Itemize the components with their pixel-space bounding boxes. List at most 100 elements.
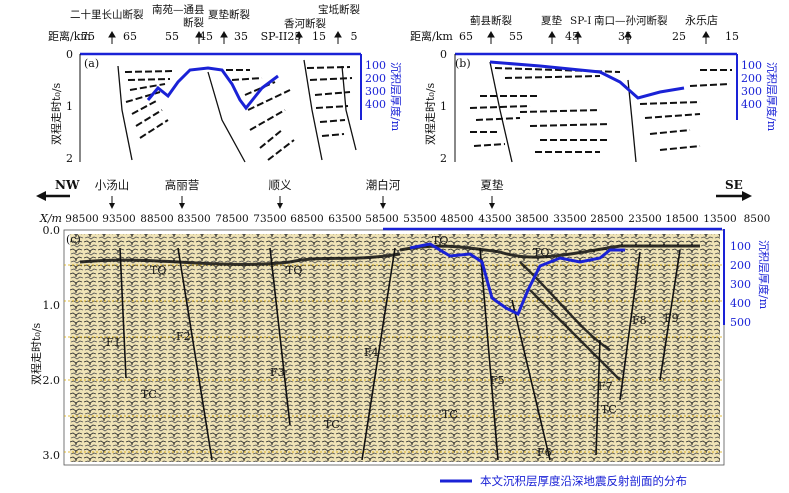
panel-a: 距离/km 75 65 55 45 35 SP-II25 15 5 二十里长山断… [48,3,403,165]
horizon-label: TQ [533,246,549,259]
panel-a-thickness-curve [146,66,279,111]
legend: 本文沉积层厚度沿深地震反射剖面的分布 [440,474,687,488]
fault-label: F4 [364,346,379,359]
panel-a-thick-tick: 300 [365,85,386,98]
fault-label: F2 [176,330,191,343]
fault-label: F3 [270,366,285,379]
panel-c: X/m 98500 93500 88500 83500 78500 73500 … [30,212,771,466]
panel-b-time-tick: 0 [440,48,447,61]
fault-name-label: 南口—孙河断裂 [594,14,668,27]
panel-c-time-tick: 1.0 [43,299,61,312]
panel-b-time-tick: 2 [440,152,447,165]
x-tick: 28500 [590,213,623,225]
panel-c-thick-tick: 300 [730,278,751,291]
panel-a-thick-tick: 100 [365,59,386,72]
x-tick: 53500 [403,213,436,225]
place-label: 顺义 [269,178,292,192]
fault-label: F9 [664,312,679,325]
panel-c-time-tick: 2.0 [43,374,61,387]
panel-a-time-tick: 2 [66,152,73,165]
fault-label: F6 [537,446,552,459]
place-label: 小汤山 [95,178,130,192]
panel-a-dist-tick: 35 [234,30,248,43]
panel-b-time-label: 双程走时t₀/s [424,82,437,145]
panel-a-dist-tick: 5 [351,30,358,43]
x-tick: 38500 [515,213,548,225]
fault-label: F1 [106,336,121,349]
panel-b: 距离/km 65 55 45 35 25 15 蓟县断裂 夏垫 SP-I 南口—… [410,13,779,165]
panel-a-dist-tick: 55 [165,30,179,43]
fault-name-label: 二十里长山断裂 [70,8,144,21]
fault-name-label: 夏垫断裂 [208,8,250,21]
legend-text: 本文沉积层厚度沿深地震反射剖面的分布 [480,474,687,488]
fault-name-label: 香河断裂 [284,17,326,30]
fault-name-label: 夏垫 [541,14,562,27]
x-tick: 33500 [553,213,586,225]
x-tick: 78500 [215,213,248,225]
x-tick: 98500 [65,213,98,225]
panel-b-thick-tick: 100 [741,59,762,72]
panel-a-dist-tick: 75 [81,30,95,43]
panel-b-thick-tick: 400 [741,98,762,111]
panel-a-thick-tick: 400 [365,98,386,111]
fault-name-label: 蓟县断裂 [470,14,512,27]
place-label: 夏垫 [481,178,504,192]
panel-c-thickness-curve [409,242,625,317]
panel-a-time-label: 双程走时t₀/s [50,82,63,145]
fault-name-label: 宝坻断裂 [318,3,360,16]
panel-c-time-label: 双程走时t₀/s [30,322,43,385]
panel-a-dist-tick: 65 [123,30,137,43]
x-tick: 83500 [177,213,210,225]
fault-label: F7 [598,380,613,393]
panel-c-thickness-label: 沉积层厚度/m [757,240,771,310]
horizon-label: TC [324,418,340,431]
panel-b-time-tick: 1 [440,100,447,113]
panel-b-dist-tick: 55 [509,30,523,43]
fault-label: F5 [490,374,505,387]
horizon-label: TC [442,408,458,421]
fault-name-label: 南苑—通县 [152,3,205,16]
place-arrows [109,196,495,209]
panel-b-dist-tick: 45 [565,30,579,43]
x-tick: 48500 [440,213,473,225]
x-tick: 88500 [140,213,173,225]
x-tick: 63500 [328,213,361,225]
panel-b-dist-tick: 15 [725,30,739,43]
seismic-section [70,234,720,462]
panel-b-label: (b) [455,57,471,70]
panel-a-dist-tick: 45 [199,30,213,43]
direction-row: NW SE 小汤山 高丽营 顺义 潮白河 夏垫 [36,178,752,209]
nw-label: NW [55,178,80,192]
panel-a-distance-title: 距离/km [48,29,91,43]
horizon-label: TQ [150,264,166,277]
horizon-label: TC [601,403,617,416]
x-tick: 13500 [703,213,736,225]
panel-b-thick-tick: 200 [741,72,762,85]
horizon-label: TQ [432,234,448,247]
se-label: SE [725,178,743,192]
panel-b-thick-tick: 300 [741,85,762,98]
panel-a-time-tick: 0 [66,48,73,61]
horizon-label: TC [141,388,157,401]
panel-b-thickness-label: 沉积层厚度/m [765,62,779,132]
panel-b-dist-tick: 25 [672,30,686,43]
panel-a-thick-tick: 200 [365,72,386,85]
panel-a-fault-arrows [108,31,342,44]
fault-name-label: 断裂 [183,16,204,29]
x-tick: 58500 [365,213,398,225]
panel-a-dist-tick: SP-II25 [261,30,302,43]
fault-name-label: 永乐店 [685,13,718,27]
se-arrow-icon [742,191,752,201]
panel-c-thick-tick: 400 [730,297,751,310]
panel-b-fault-arrows [487,31,710,44]
horizon-label: TQ [286,264,302,277]
x-tick: 43500 [478,213,511,225]
x-tick: 18500 [665,213,698,225]
x-tick: 68500 [290,213,323,225]
fault-label: F8 [632,314,647,327]
panel-a-time-tick: 1 [66,100,73,113]
panel-c-x-title: X/m [39,212,62,225]
x-tick: 8500 [744,213,771,225]
panel-b-thickness-curve [489,60,685,100]
